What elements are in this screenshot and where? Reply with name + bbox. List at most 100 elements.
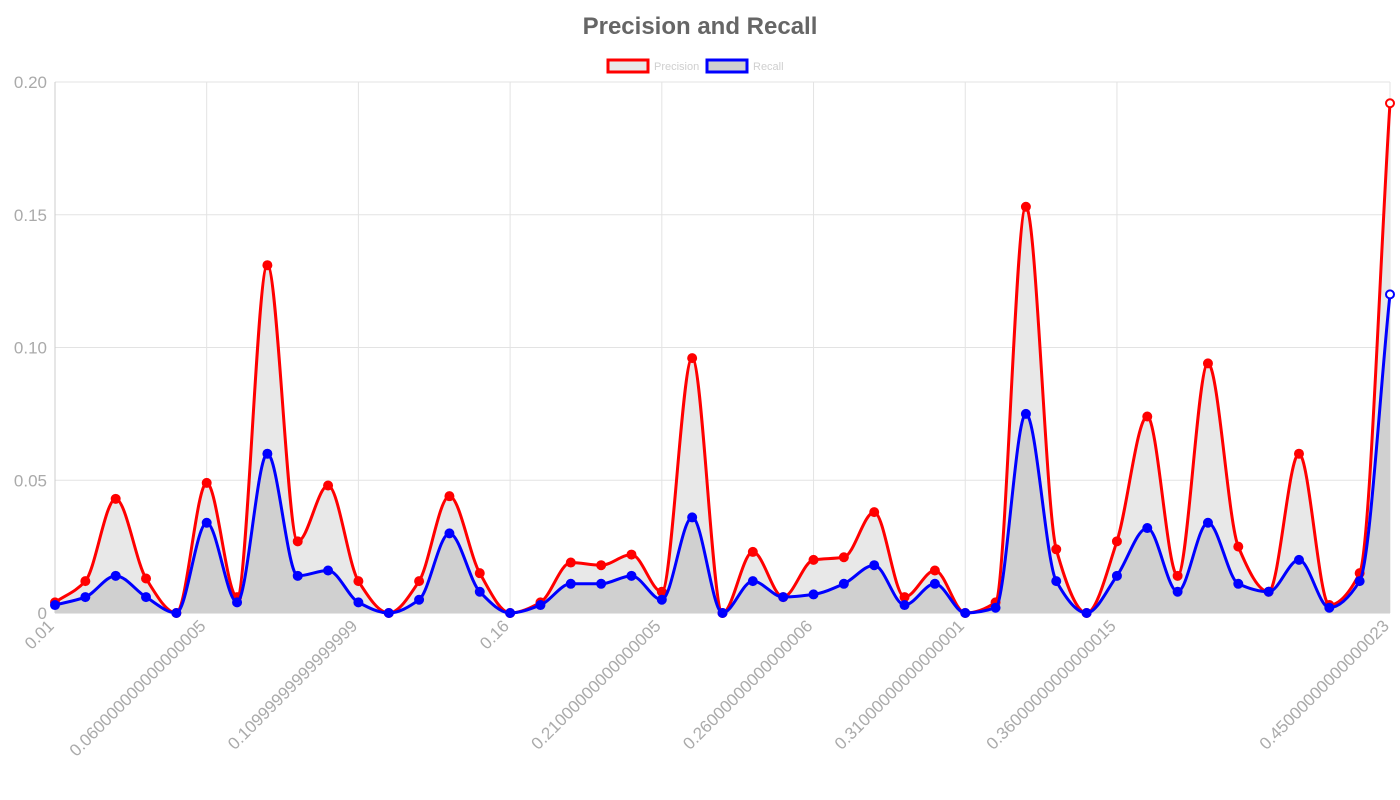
data-point-precision[interactable]	[474, 568, 485, 579]
legend-swatch-precision[interactable]	[606, 58, 650, 74]
data-point-precision[interactable]	[201, 477, 212, 488]
data-point-precision[interactable]	[110, 493, 121, 504]
data-point-precision[interactable]	[1111, 536, 1122, 547]
data-point-recall[interactable]	[110, 570, 121, 581]
data-point-precision[interactable]	[1172, 570, 1183, 581]
data-point-recall[interactable]	[929, 578, 940, 589]
data-point-recall[interactable]	[1354, 576, 1365, 587]
data-point-precision[interactable]	[687, 353, 698, 364]
data-point-precision[interactable]	[1142, 411, 1153, 422]
data-point-recall[interactable]	[960, 608, 971, 618]
data-point-recall[interactable]	[1233, 578, 1244, 589]
data-point-recall[interactable]	[474, 586, 485, 597]
data-point-recall[interactable]	[1172, 586, 1183, 597]
data-point-recall[interactable]	[1020, 408, 1031, 419]
data-point-recall[interactable]	[687, 512, 698, 523]
data-point-precision[interactable]	[323, 480, 334, 491]
data-point-precision[interactable]	[1293, 448, 1304, 459]
legend-label-precision[interactable]: Precision	[654, 61, 699, 73]
y-tick-label: 0.15	[14, 206, 47, 225]
data-point-precision[interactable]	[747, 546, 758, 557]
y-tick-label: 0.20	[14, 73, 47, 92]
data-point-precision[interactable]	[80, 576, 91, 587]
x-tick-label: 0.060000000000000005	[66, 616, 210, 760]
data-point-precision[interactable]	[141, 573, 152, 584]
data-point-recall[interactable]	[262, 448, 273, 459]
data-point-precision[interactable]	[929, 565, 940, 576]
data-point-recall[interactable]	[383, 608, 394, 618]
data-point-recall[interactable]	[596, 578, 607, 589]
x-tick-label: 0.16	[476, 616, 513, 653]
data-point-recall[interactable]	[201, 517, 212, 528]
data-point-recall[interactable]	[656, 594, 667, 605]
data-point-recall[interactable]	[747, 576, 758, 587]
data-point-precision[interactable]	[656, 586, 667, 597]
x-tick-label: 0.45000000000000023	[1256, 616, 1393, 753]
data-point-recall[interactable]	[292, 570, 303, 581]
data-point-recall[interactable]	[565, 578, 576, 589]
data-point-precision[interactable]	[292, 536, 303, 547]
data-point-precision[interactable]	[414, 576, 425, 587]
data-point-recall[interactable]	[899, 600, 910, 611]
data-point-recall[interactable]	[778, 592, 789, 603]
y-tick-label: 0	[38, 604, 47, 623]
data-point-precision[interactable]	[626, 549, 637, 560]
data-point-precision[interactable]	[899, 592, 910, 603]
data-point-recall[interactable]	[1293, 554, 1304, 565]
data-point-precision[interactable]	[1202, 358, 1213, 369]
data-point-precision[interactable]	[353, 576, 364, 587]
series-layer	[50, 98, 1395, 618]
data-point-recall[interactable]	[353, 597, 364, 608]
y-tick-label: 0.10	[14, 339, 47, 358]
data-point-recall[interactable]	[535, 600, 546, 611]
data-point-recall[interactable]	[1111, 570, 1122, 581]
data-point-precision[interactable]	[565, 557, 576, 568]
data-point-recall[interactable]	[141, 592, 152, 603]
data-point-recall[interactable]	[990, 602, 1001, 613]
x-tick-label: 0.26000000000000006	[679, 616, 816, 753]
data-point-recall[interactable]	[1202, 517, 1213, 528]
data-point-recall[interactable]	[626, 570, 637, 581]
data-point-recall[interactable]	[50, 600, 60, 611]
data-point-recall[interactable]	[505, 608, 516, 618]
data-point-recall[interactable]	[1385, 289, 1395, 300]
x-tick-label: 0.21000000000000005	[528, 616, 665, 753]
legend-label-recall[interactable]: Recall	[753, 61, 784, 73]
data-point-precision[interactable]	[1020, 201, 1031, 212]
legend-swatch-recall[interactable]	[705, 58, 749, 74]
data-point-recall[interactable]	[1051, 576, 1062, 587]
data-point-recall[interactable]	[1081, 608, 1092, 618]
data-point-recall[interactable]	[171, 608, 182, 618]
y-tick-label: 0.05	[14, 471, 47, 490]
data-point-recall[interactable]	[80, 592, 91, 603]
data-point-recall[interactable]	[232, 597, 243, 608]
x-tick-label: 0.31000000000000001	[831, 616, 968, 753]
x-axis-ticks: 0.01 0.060000000000000005 0.10999999999999…	[21, 616, 1393, 760]
data-point-precision[interactable]	[596, 560, 607, 571]
data-point-recall[interactable]	[869, 560, 880, 571]
data-point-recall[interactable]	[717, 608, 728, 618]
x-tick-label: 0.36000000000000015	[983, 616, 1120, 753]
data-point-recall[interactable]	[808, 589, 819, 600]
data-point-precision[interactable]	[808, 554, 819, 565]
data-point-precision[interactable]	[444, 491, 455, 502]
y-axis-ticks: 0 0.05 0.10 0.15 0.20	[14, 73, 47, 623]
data-point-precision[interactable]	[838, 552, 849, 563]
data-point-recall[interactable]	[444, 528, 455, 539]
data-point-recall[interactable]	[838, 578, 849, 589]
data-point-recall[interactable]	[323, 565, 334, 576]
legend[interactable]: Precision Recall	[606, 58, 784, 74]
data-point-precision[interactable]	[1385, 98, 1395, 109]
x-tick-label: 0.10999999999999999	[224, 616, 361, 753]
data-point-recall[interactable]	[1324, 602, 1335, 613]
data-point-recall[interactable]	[1263, 586, 1274, 597]
data-point-precision[interactable]	[869, 507, 880, 518]
chart-title: Precision and Recall	[583, 13, 818, 40]
data-point-precision[interactable]	[1233, 541, 1244, 552]
data-point-recall[interactable]	[1142, 523, 1153, 534]
data-point-precision[interactable]	[1051, 544, 1062, 555]
data-point-recall[interactable]	[414, 594, 425, 605]
data-point-precision[interactable]	[262, 260, 273, 271]
